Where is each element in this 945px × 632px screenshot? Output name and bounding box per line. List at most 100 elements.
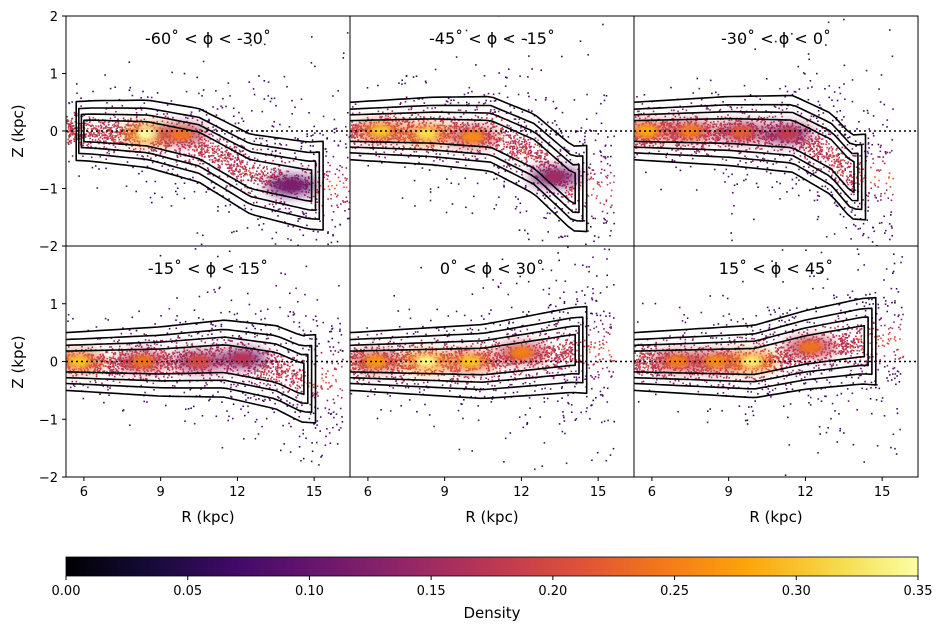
scatter-point (103, 131, 105, 134)
scatter-point (526, 153, 528, 156)
scatter-point (535, 151, 538, 154)
scatter-point (879, 150, 882, 153)
scatter-point (858, 171, 861, 174)
scatter-point (845, 227, 848, 229)
scatter-point (561, 208, 563, 210)
scatter-point (751, 108, 754, 111)
scatter-point (291, 99, 293, 102)
scatter-point (309, 196, 311, 199)
scatter-point (267, 148, 269, 150)
scatter-point (229, 204, 232, 206)
scatter-point (551, 122, 554, 124)
scatter-point (382, 111, 384, 114)
scatter-point (154, 155, 157, 157)
scatter-point (115, 131, 117, 134)
scatter-point (341, 166, 343, 169)
scatter-point (525, 148, 528, 151)
scatter-point (413, 150, 415, 153)
scatter-point (863, 255, 865, 257)
scatter-point (508, 146, 511, 149)
scatter-point (102, 131, 104, 133)
scatter-point (286, 85, 288, 88)
scatter-point (876, 244, 878, 246)
scatter-point (69, 133, 71, 136)
scatter-point (391, 120, 394, 122)
scatter-point (544, 163, 546, 165)
scatter-point (352, 130, 354, 133)
scatter-point (116, 127, 118, 129)
scatter-point (593, 153, 595, 155)
scatter-point (351, 128, 354, 131)
scatter-point (226, 141, 229, 143)
scatter-point (566, 235, 569, 237)
scatter-point (225, 144, 228, 146)
scatter-point (471, 155, 474, 157)
scatter-point (417, 120, 420, 122)
scatter-point (413, 179, 416, 182)
scatter-point (600, 151, 602, 153)
scatter-point (526, 160, 528, 163)
scatter-point (195, 145, 197, 148)
scatter-point (221, 147, 223, 149)
scatter-point (353, 124, 355, 126)
scatter-point (404, 121, 406, 123)
scatter-point (867, 195, 869, 197)
scatter-point (498, 138, 501, 140)
scatter-point (317, 171, 319, 173)
scatter-point (307, 164, 310, 167)
scatter-point (527, 151, 530, 153)
scatter-point (590, 274, 592, 276)
scatter-point (229, 164, 231, 167)
scatter-point (508, 165, 511, 168)
scatter-point (176, 143, 178, 146)
scatter-point (404, 139, 406, 141)
scatter-point (275, 203, 277, 205)
scatter-point (176, 155, 179, 158)
scatter-point (248, 155, 250, 158)
scatter-point (248, 167, 251, 170)
scatter-point (870, 166, 872, 169)
scatter-point (691, 143, 693, 145)
scatter-point (883, 103, 886, 106)
scatter-point (377, 110, 380, 113)
scatter-point (119, 133, 121, 136)
scatter-point (165, 142, 167, 144)
scatter-point (197, 142, 200, 144)
scatter-point (224, 157, 226, 159)
scatter-point (351, 131, 353, 133)
scatter-point (197, 159, 199, 162)
scatter-point (842, 215, 845, 218)
scatter-point (502, 139, 504, 141)
scatter-point (314, 65, 316, 68)
scatter-point (704, 149, 706, 152)
scatter-point (251, 110, 253, 112)
scatter-point (336, 168, 338, 171)
scatter-point (112, 124, 114, 126)
scatter-point (244, 186, 246, 188)
scatter-point (421, 167, 424, 169)
scatter-point (682, 144, 684, 147)
scatter-point (468, 86, 471, 89)
scatter-point (862, 143, 865, 145)
scatter-point (94, 134, 96, 136)
scatter-point (829, 133, 832, 136)
density-peak (543, 171, 566, 183)
scatter-point (821, 185, 824, 188)
scatter-point (758, 140, 760, 143)
scatter-point (781, 101, 783, 104)
scatter-point (527, 109, 530, 111)
scatter-point (136, 115, 138, 118)
scatter-point (817, 110, 820, 112)
scatter-point (128, 89, 131, 91)
scatter-point (756, 166, 759, 168)
scatter-point (826, 146, 828, 149)
scatter-point (316, 201, 319, 203)
scatter-point (695, 189, 698, 191)
scatter-point (781, 121, 784, 124)
scatter-point (582, 143, 584, 145)
scatter-point (439, 115, 441, 118)
scatter-point (329, 164, 331, 167)
scatter-point (333, 278, 335, 280)
scatter-point (829, 168, 831, 170)
scatter-point (240, 188, 243, 191)
